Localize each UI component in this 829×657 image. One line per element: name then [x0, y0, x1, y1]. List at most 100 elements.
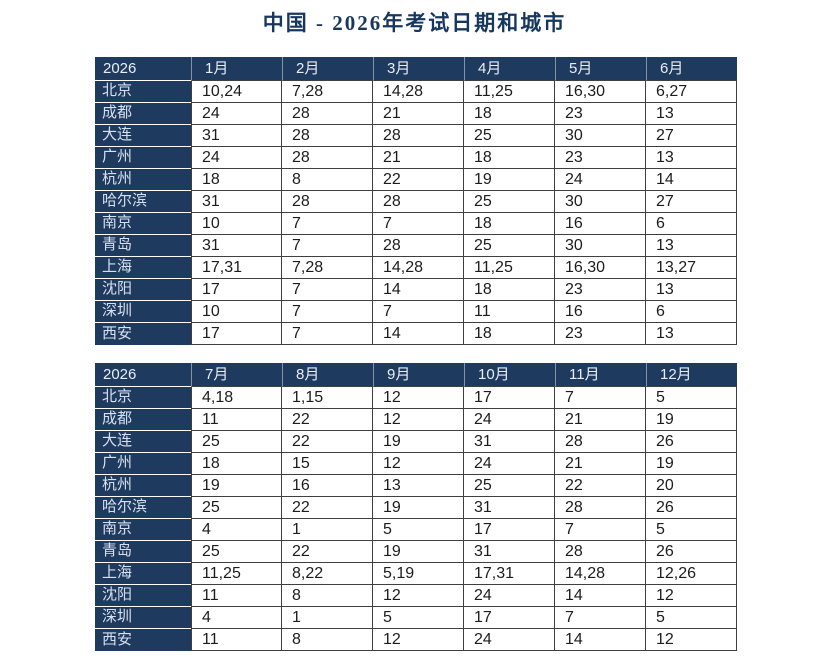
date-cell: 12: [646, 585, 737, 607]
city-cell: 南京: [95, 519, 191, 541]
date-cell: 23: [555, 103, 646, 125]
table-row: 哈尔滨 25 22 19 31 28 26: [95, 497, 737, 519]
date-cell: 8,22: [282, 563, 373, 585]
city-cell: 成都: [95, 409, 191, 431]
date-cell: 7: [282, 301, 373, 323]
date-cell: 25: [191, 431, 282, 453]
table-row: 沈阳 17 7 14 18 23 13: [95, 279, 737, 301]
date-cell: 22: [282, 431, 373, 453]
month-header-cell: 2月: [282, 57, 373, 81]
table-row: 大连 25 22 19 31 28 26: [95, 431, 737, 453]
table-row: 成都 24 28 21 18 23 13: [95, 103, 737, 125]
date-cell: 24: [555, 169, 646, 191]
table-row: 深圳 10 7 7 11 16 6: [95, 301, 737, 323]
city-cell: 哈尔滨: [95, 497, 191, 519]
tables-container: 2026 1月 2月 3月 4月 5月 6月 北京 10,24 7,28 14,28 11,25 16,…: [95, 57, 737, 651]
table-row: 深圳 4 1 5 17 7 5: [95, 607, 737, 629]
date-cell: 12: [373, 629, 464, 651]
date-cell: 24: [191, 147, 282, 169]
date-cell: 22: [282, 409, 373, 431]
exam-table-jan-jun: 2026 1月 2月 3月 4月 5月 6月 北京 10,24 7,28 14,28 11,25 16,…: [95, 57, 737, 345]
date-cell: 10: [191, 301, 282, 323]
date-cell: 17: [191, 323, 282, 345]
city-cell: 上海: [95, 563, 191, 585]
city-cell: 北京: [95, 81, 191, 103]
city-cell: 上海: [95, 257, 191, 279]
date-cell: 25: [191, 497, 282, 519]
date-cell: 10,24: [191, 81, 282, 103]
date-cell: 12: [646, 629, 737, 651]
date-cell: 24: [464, 629, 555, 651]
date-cell: 1: [282, 519, 373, 541]
date-cell: 7,28: [282, 81, 373, 103]
date-cell: 14,28: [373, 81, 464, 103]
table-row: 广州 18 15 12 24 21 19: [95, 453, 737, 475]
month-header-cell: 7月: [191, 363, 282, 387]
date-cell: 1: [282, 607, 373, 629]
date-cell: 19: [646, 453, 737, 475]
table-row: 北京 10,24 7,28 14,28 11,25 16,30 6,27: [95, 81, 737, 103]
date-cell: 14,28: [373, 257, 464, 279]
date-cell: 28: [282, 147, 373, 169]
date-cell: 16: [555, 301, 646, 323]
date-cell: 26: [646, 497, 737, 519]
date-cell: 28: [555, 541, 646, 563]
date-cell: 28: [282, 103, 373, 125]
date-cell: 17: [464, 519, 555, 541]
date-cell: 1,15: [282, 387, 373, 409]
city-cell: 沈阳: [95, 585, 191, 607]
date-cell: 25: [464, 191, 555, 213]
table-row: 西安 17 7 14 18 23 13: [95, 323, 737, 345]
city-cell: 杭州: [95, 169, 191, 191]
date-cell: 17: [464, 387, 555, 409]
date-cell: 11: [464, 301, 555, 323]
table-row: 南京 10 7 7 18 16 6: [95, 213, 737, 235]
date-cell: 17,31: [464, 563, 555, 585]
date-cell: 22: [373, 169, 464, 191]
exam-table-jul-dec: 2026 7月 8月 9月 10月 11月 12月 北京 4,18 1,15 12 17 7 5 成都 11 2…: [95, 363, 737, 651]
city-cell: 深圳: [95, 301, 191, 323]
month-header-cell: 9月: [373, 363, 464, 387]
date-cell: 11: [191, 409, 282, 431]
city-cell: 青岛: [95, 235, 191, 257]
date-cell: 28: [555, 497, 646, 519]
date-cell: 25: [464, 125, 555, 147]
date-cell: 7: [282, 213, 373, 235]
city-cell: 青岛: [95, 541, 191, 563]
header-row: 2026 1月 2月 3月 4月 5月 6月: [95, 57, 737, 81]
date-cell: 22: [282, 541, 373, 563]
date-cell: 17,31: [191, 257, 282, 279]
date-cell: 27: [646, 191, 737, 213]
date-cell: 12: [373, 409, 464, 431]
date-cell: 8: [282, 169, 373, 191]
date-cell: 11,25: [464, 81, 555, 103]
date-cell: 24: [464, 453, 555, 475]
table-row: 杭州 18 8 22 19 24 14: [95, 169, 737, 191]
date-cell: 30: [555, 125, 646, 147]
table-row: 成都 11 22 12 24 21 19: [95, 409, 737, 431]
date-cell: 30: [555, 235, 646, 257]
date-cell: 7: [373, 213, 464, 235]
date-cell: 7: [282, 279, 373, 301]
date-cell: 13: [646, 235, 737, 257]
city-cell: 成都: [95, 103, 191, 125]
city-cell: 大连: [95, 125, 191, 147]
date-cell: 7: [555, 519, 646, 541]
table-row: 青岛 25 22 19 31 28 26: [95, 541, 737, 563]
month-header-cell: 12月: [646, 363, 737, 387]
date-cell: 26: [646, 431, 737, 453]
date-cell: 11,25: [464, 257, 555, 279]
city-cell: 深圳: [95, 607, 191, 629]
city-cell: 广州: [95, 147, 191, 169]
date-cell: 19: [191, 475, 282, 497]
date-cell: 21: [373, 147, 464, 169]
date-cell: 28: [373, 125, 464, 147]
city-cell: 西安: [95, 323, 191, 345]
date-cell: 6: [646, 301, 737, 323]
month-header-cell: 8月: [282, 363, 373, 387]
date-cell: 11: [191, 629, 282, 651]
city-cell: 广州: [95, 453, 191, 475]
date-cell: 24: [464, 409, 555, 431]
table-row: 大连 31 28 28 25 30 27: [95, 125, 737, 147]
month-header-cell: 1月: [191, 57, 282, 81]
